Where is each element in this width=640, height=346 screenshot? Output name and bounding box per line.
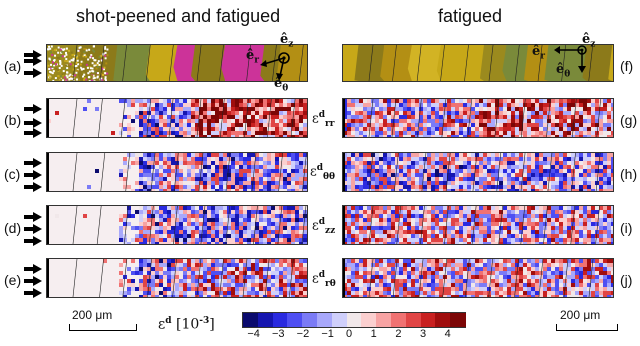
colorbar-swatch [361,313,378,327]
panel-label-c: (c) [4,166,21,182]
panel-label-g: (g) [620,112,638,128]
load-arrow-icon [24,236,42,246]
load-arrow-icon [24,182,42,192]
colorbar-tick-label: −3 [271,328,285,340]
grain-cell [190,45,232,81]
colorbar-swatch [331,313,348,327]
grain-cell [436,45,490,81]
grain-cell [221,45,271,81]
grain-cell [145,45,184,81]
colorbar-swatch [243,313,259,327]
colorbar-tick-label: 1 [370,328,377,340]
load-arrow-icon [24,264,42,274]
basis-er-right: êr [532,44,546,62]
grain-cell [608,45,613,81]
colorbar-swatch [287,313,304,327]
panel-label-d: (d) [4,220,22,236]
grain-cell [76,45,124,81]
strain-map-tt-left [46,152,308,192]
colorbar-swatch [405,313,422,327]
strain-map-rt-right [342,258,614,298]
load-arrow-icon [24,56,42,66]
grain-cell [113,45,156,81]
grain-cell [582,45,613,81]
panel-label-h: (h) [620,166,638,182]
colorbar-swatch [450,313,467,327]
strain-map-zz-right [342,205,614,245]
grain-map-right [342,44,614,82]
colorbar-tick-label: 0 [346,328,353,340]
strain-map-zz-left [46,205,308,245]
left-header: shot-peened and fatigued [76,6,281,26]
grain-map-left [46,44,308,82]
colorbar-ticks: −4 −3 −2 −1 0 1 2 3 4 [242,328,464,342]
component-label-tt: εdθθ [310,163,336,182]
component-label-rr: εdrr [312,110,335,129]
colorbar-tick-label: 4 [444,328,451,340]
colorbar-tick-label: −2 [296,328,310,340]
colorbar-swatch [272,313,289,327]
strain-map-rr-right [342,98,614,138]
colorbar-swatch [390,313,407,327]
colorbar-swatch [376,313,393,327]
colorbar-tick-label: 3 [420,328,427,340]
grain-cell [380,45,418,81]
load-arrow-icon [24,104,42,114]
colorbar-swatch [420,313,437,327]
panel-label-b: (b) [4,112,22,128]
strain-map-tt-right [342,152,614,192]
load-arrow-icon [24,68,42,78]
basis-axes-left [260,52,290,81]
colorbar-swatch [435,313,452,327]
basis-ez-right: êz [582,32,596,50]
grain-cell [276,45,307,81]
basis-er-left: êr [246,48,260,66]
colorbar-label: εd [10-3] [158,316,215,333]
grain-cell [407,45,447,81]
load-arrow-icon [24,212,42,222]
basis-axes-right [554,45,587,73]
panel-label-a: (a) [4,58,22,74]
panel-label-i: (i) [620,220,633,236]
load-arrow-icon [24,118,42,128]
panel-label-e: (e) [4,272,22,288]
basis-et-left: êθ [274,76,289,94]
colorbar [242,312,467,328]
strain-map-rr-left [46,98,308,138]
colorbar-swatch [302,313,319,327]
scale-bar-right: 200 μm [556,308,618,331]
right-header: fatigued [438,6,503,26]
colorbar-swatch [316,313,333,327]
component-label-rt: εdrθ [312,270,336,289]
colorbar-tick-label: 2 [395,328,402,340]
basis-et-right: êθ [556,62,571,80]
load-arrow-icon [24,224,42,234]
panel-label-f: (f) [620,58,634,74]
colorbar-swatch [346,313,363,327]
basis-ez-left: êz [280,32,294,50]
colorbar-swatch [257,313,274,327]
colorbar-tick-label: −4 [247,328,260,340]
scale-bar-left: 200 μm [69,308,137,331]
load-arrow-icon [24,288,42,298]
load-arrow-icon [24,170,42,180]
colorbar-tick-label: −1 [321,328,334,340]
strain-map-rt-left [46,258,308,298]
panel-label-j: (j) [620,272,633,288]
component-label-zz: εdzz [312,217,336,236]
load-arrow-icon [24,128,42,138]
load-arrow-icon [24,158,42,168]
load-arrow-icon [24,276,42,286]
